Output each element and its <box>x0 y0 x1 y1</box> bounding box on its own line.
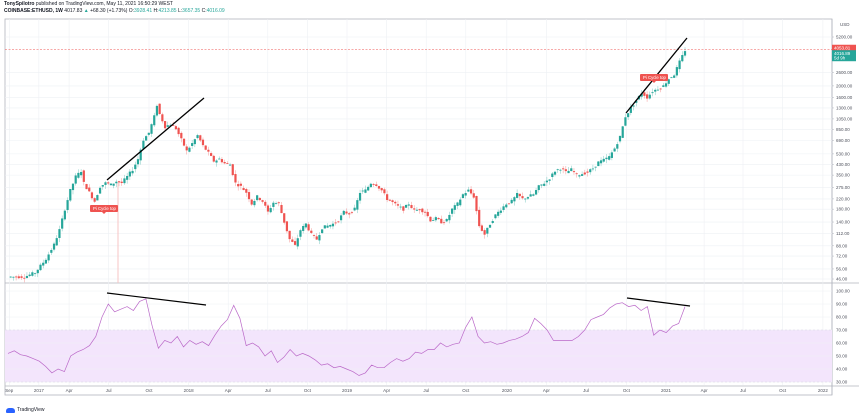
svg-text:Pi Cycle top: Pi Cycle top <box>643 75 667 80</box>
x-tick-label: Jul <box>583 388 589 393</box>
x-tick-label: Apr <box>225 388 233 393</box>
svg-text:4016.89: 4016.89 <box>834 51 851 56</box>
rsi-trendline[interactable] <box>106 292 207 306</box>
high-value: 4213.85 <box>158 8 177 14</box>
published-text: published on TradingView.com, May 11, 20… <box>35 1 173 7</box>
price-badge <box>832 44 856 51</box>
svg-text:Pi Cycle top: Pi Cycle top <box>93 206 117 211</box>
pi-cycle-label[interactable] <box>90 205 118 212</box>
x-tick-label: 2022 <box>818 388 829 393</box>
price-tick-label: 220.00 <box>836 196 850 201</box>
x-tick-label: Oct <box>623 388 631 393</box>
price-tick-label: 430.00 <box>836 162 850 167</box>
chart-header: TonySpilotro published on TradingView.co… <box>4 1 225 15</box>
x-tick-label: 2017 <box>34 388 45 393</box>
price-badge <box>832 50 856 62</box>
x-tick-label: Sep <box>5 388 14 393</box>
x-tick-label: Oct <box>304 388 312 393</box>
price-change: +68.30 (+1.73%) <box>90 8 128 14</box>
price-tick-label: 180.00 <box>836 207 850 212</box>
tradingview-logo[interactable]: TradingView <box>6 407 45 413</box>
svg-text:5d 9h: 5d 9h <box>834 56 846 61</box>
x-tick-label: Jul <box>740 388 746 393</box>
author-name[interactable]: TonySpilotro <box>4 1 35 7</box>
x-tick-label: Oct <box>462 388 470 393</box>
x-tick-label: Jul <box>423 388 429 393</box>
rsi-tick-label: 70.00 <box>836 328 848 333</box>
price-tick-label: 2000.00 <box>836 83 853 88</box>
x-tick-label: 2018 <box>184 388 195 393</box>
price-tick-label: 46.00 <box>836 277 848 282</box>
rsi-tick-label: 40.00 <box>836 367 848 372</box>
symbol-label: COINBASE:ETHUSD, 1W <box>4 8 63 14</box>
currency-label: USD <box>840 22 850 27</box>
brand-text: TradingView <box>17 407 45 413</box>
rsi-trendline[interactable] <box>626 297 691 307</box>
price-tick-label: 88.00 <box>836 243 848 248</box>
close-label: C: <box>201 8 207 14</box>
high-label: H: <box>153 8 159 14</box>
rsi-tick-label: 60.00 <box>836 341 848 346</box>
rsi-tick-label: 30.00 <box>836 380 848 385</box>
price-tick-label: 56.00 <box>836 266 848 271</box>
rsi-tick-label: 100.00 <box>836 289 850 294</box>
triangle-up-icon: ▲ <box>83 8 89 14</box>
cloud-icon <box>6 407 15 413</box>
price-tick-label: 140.00 <box>836 220 850 225</box>
price-tick-label: 1300.00 <box>836 105 853 110</box>
last-price: 4017.83 <box>64 8 83 14</box>
svg-text:4053.81: 4053.81 <box>834 46 851 51</box>
price-tick-label: 1600.00 <box>836 95 853 100</box>
price-tick-label: 690.00 <box>836 138 850 143</box>
price-tick-label: 72.00 <box>836 254 848 259</box>
price-tick-label: 2600.00 <box>836 70 853 75</box>
low-value: 3657.35 <box>182 8 201 14</box>
candles <box>9 47 687 283</box>
x-tick-label: 2019 <box>342 388 353 393</box>
x-tick-label: 2021 <box>661 388 672 393</box>
rsi-tick-label: 80.00 <box>836 315 848 320</box>
x-tick-label: Jul <box>265 388 271 393</box>
price-tick-label: 112.00 <box>836 231 850 236</box>
rsi-tick-label: 50.00 <box>836 354 848 359</box>
x-tick-label: Apr <box>543 388 551 393</box>
open-label: O: <box>128 8 135 14</box>
x-tick-label: Oct <box>145 388 153 393</box>
x-tick-label: Oct <box>779 388 787 393</box>
low-label: L: <box>177 8 183 14</box>
close-value: 4016.09 <box>206 8 225 14</box>
price-tick-label: 5200.00 <box>836 35 853 40</box>
open-value: 3928.41 <box>134 8 153 14</box>
rsi-line <box>7 298 686 376</box>
price-tick-label: 530.00 <box>836 151 850 156</box>
price-tick-label: 275.00 <box>836 185 850 190</box>
pi-cycle-label[interactable] <box>640 74 668 81</box>
x-tick-label: Apr <box>383 388 391 393</box>
x-tick-label: Apr <box>701 388 709 393</box>
price-tick-label: 850.00 <box>836 127 850 132</box>
price-tick-label: 1050.00 <box>836 116 853 121</box>
price-tick-label: 350.00 <box>836 173 850 178</box>
x-tick-label: Jul <box>106 388 112 393</box>
x-tick-label: Apr <box>66 388 74 393</box>
trendline[interactable] <box>106 97 205 181</box>
rsi-tick-label: 90.00 <box>836 302 848 307</box>
x-tick-label: 2020 <box>502 388 513 393</box>
